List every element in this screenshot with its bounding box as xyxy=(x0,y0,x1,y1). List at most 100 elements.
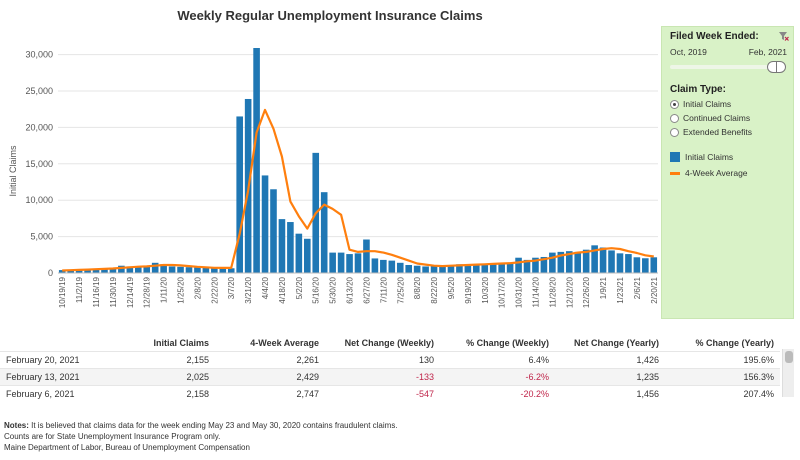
table-header[interactable]: % Change (Yearly) xyxy=(695,338,774,348)
table-scrollbar-thumb[interactable] xyxy=(785,351,793,363)
bar-initial-claims[interactable] xyxy=(202,267,210,273)
bar-initial-claims[interactable] xyxy=(633,257,641,273)
x-tick-label: 5/16/20 xyxy=(312,276,321,303)
legend-item-4-week-average[interactable]: 4-Week Average xyxy=(670,168,748,178)
bar-initial-claims[interactable] xyxy=(582,249,590,273)
clear-filter-icon[interactable] xyxy=(779,31,789,41)
bar-initial-claims[interactable] xyxy=(329,252,336,273)
table-row[interactable]: February 13, 2021 2,025 2,429 -133 -6.2%… xyxy=(0,368,780,386)
bar-initial-claims[interactable] xyxy=(278,219,286,273)
bar-initial-claims[interactable] xyxy=(295,233,303,273)
bar-initial-claims[interactable] xyxy=(168,266,176,273)
bar-initial-claims[interactable] xyxy=(160,264,167,273)
bar-initial-claims[interactable] xyxy=(304,238,311,273)
table-cell: 1,235 xyxy=(555,368,665,386)
radio-initial-claims[interactable]: Initial Claims xyxy=(670,98,731,110)
bar-initial-claims[interactable] xyxy=(320,192,328,273)
bar-initial-claims[interactable] xyxy=(599,247,607,273)
bar-initial-claims[interactable] xyxy=(261,175,269,273)
bar-initial-claims[interactable] xyxy=(58,270,66,273)
bar-initial-claims[interactable] xyxy=(194,267,201,273)
bar-initial-claims[interactable] xyxy=(270,189,277,273)
bar-initial-claims[interactable] xyxy=(650,257,658,273)
bar-initial-claims[interactable] xyxy=(337,252,345,273)
bar-initial-claims[interactable] xyxy=(185,267,193,273)
table-row[interactable]: February 6, 2021 2,158 2,747 -547 -20.2%… xyxy=(0,385,780,402)
bar-initial-claims[interactable] xyxy=(549,252,556,273)
bar-initial-claims[interactable] xyxy=(608,250,615,273)
bar-initial-claims[interactable] xyxy=(506,262,514,273)
bar-initial-claims[interactable] xyxy=(557,251,565,273)
radio-button-checked[interactable] xyxy=(670,99,679,109)
table-header[interactable]: % Change (Weekly) xyxy=(466,338,549,348)
bar-initial-claims[interactable] xyxy=(211,268,218,273)
bar-initial-claims[interactable] xyxy=(405,264,412,273)
bar-initial-claims[interactable] xyxy=(523,259,531,273)
bar-initial-claims[interactable] xyxy=(565,251,573,273)
table-header[interactable]: 4-Week Average xyxy=(250,338,319,348)
bar-initial-claims[interactable] xyxy=(371,258,379,273)
table-header[interactable]: Initial Claims xyxy=(153,338,209,348)
table-header[interactable]: Net Change (Weekly) xyxy=(344,338,434,348)
bar-initial-claims[interactable] xyxy=(219,268,227,273)
table-scrollbar[interactable] xyxy=(782,349,794,397)
radio-button[interactable] xyxy=(670,127,679,137)
bar-initial-claims[interactable] xyxy=(413,265,421,273)
bar-initial-claims[interactable] xyxy=(346,254,353,273)
bar-initial-claims[interactable] xyxy=(642,258,649,273)
bar-initial-claims[interactable] xyxy=(236,116,243,273)
table-cell: 2,261 xyxy=(215,351,325,369)
table-header[interactable]: Net Change (Yearly) xyxy=(573,338,659,348)
table-cell-date: February 13, 2021 xyxy=(0,368,120,386)
bar-initial-claims[interactable] xyxy=(515,257,522,273)
bar-initial-claims[interactable] xyxy=(439,265,446,273)
bar-initial-claims[interactable] xyxy=(92,268,100,273)
date-filter-heading: Filed Week Ended: xyxy=(670,31,759,42)
bar-initial-claims[interactable] xyxy=(287,222,294,273)
table-cell: 1,426 xyxy=(555,351,665,369)
bar-initial-claims[interactable] xyxy=(388,260,396,273)
bar-initial-claims[interactable] xyxy=(177,266,184,273)
bar-initial-claims[interactable] xyxy=(396,262,404,273)
bar-initial-claims[interactable] xyxy=(253,48,260,274)
bar-initial-claims[interactable] xyxy=(118,265,125,273)
table-row[interactable]: February 20, 2021 2,155 2,261 130 6.4% 1… xyxy=(0,351,780,369)
line-4-week-average[interactable] xyxy=(62,108,654,272)
bar-initial-claims[interactable] xyxy=(540,256,548,273)
date-range-slider-track[interactable] xyxy=(670,65,782,69)
legend-item-initial-claims[interactable]: Initial Claims xyxy=(670,152,733,162)
radio-button[interactable] xyxy=(670,113,679,123)
bar-initial-claims[interactable] xyxy=(134,266,142,273)
bar-initial-claims[interactable] xyxy=(616,253,624,273)
bar-initial-claims[interactable] xyxy=(151,262,159,273)
bar-initial-claims[interactable] xyxy=(489,263,497,273)
bar-initial-claims[interactable] xyxy=(422,266,429,273)
bar-initial-claims[interactable] xyxy=(447,264,455,273)
table-cell: 2,025 xyxy=(120,368,215,386)
bar-initial-claims[interactable] xyxy=(481,263,489,273)
bar-initial-claims[interactable] xyxy=(498,263,505,273)
bar-initial-claims[interactable] xyxy=(380,259,387,273)
bar-initial-claims[interactable] xyxy=(109,267,117,273)
bar-initial-claims[interactable] xyxy=(75,269,83,273)
bar-initial-claims[interactable] xyxy=(574,251,582,273)
bar-initial-claims[interactable] xyxy=(591,245,598,273)
bar-initial-claims[interactable] xyxy=(464,264,472,273)
bar-initial-claims[interactable] xyxy=(532,257,539,273)
chart-plot[interactable]: 0 5,000 10,000 15,000 20,000 25,000 30,000 10/1… xyxy=(0,26,660,326)
radio-extended-benefits[interactable]: Extended Benefits xyxy=(670,126,752,138)
bar-initial-claims[interactable] xyxy=(126,266,134,273)
bar-initial-claims[interactable] xyxy=(430,266,438,273)
bar-initial-claims[interactable] xyxy=(143,266,151,273)
bar-initial-claims[interactable] xyxy=(101,268,108,273)
date-slider-handle-end[interactable] xyxy=(776,61,786,73)
bar-initial-claims[interactable] xyxy=(625,254,632,273)
radio-continued-claims[interactable]: Continued Claims xyxy=(670,112,750,124)
bar-initial-claims[interactable] xyxy=(354,253,362,273)
bar-initial-claims[interactable] xyxy=(473,264,480,273)
bar-initial-claims[interactable] xyxy=(227,268,235,273)
bar-initial-claims[interactable] xyxy=(363,239,370,273)
bar-initial-claims[interactable] xyxy=(84,268,91,273)
bar-initial-claims[interactable] xyxy=(67,269,74,273)
bar-initial-claims[interactable] xyxy=(456,264,463,273)
